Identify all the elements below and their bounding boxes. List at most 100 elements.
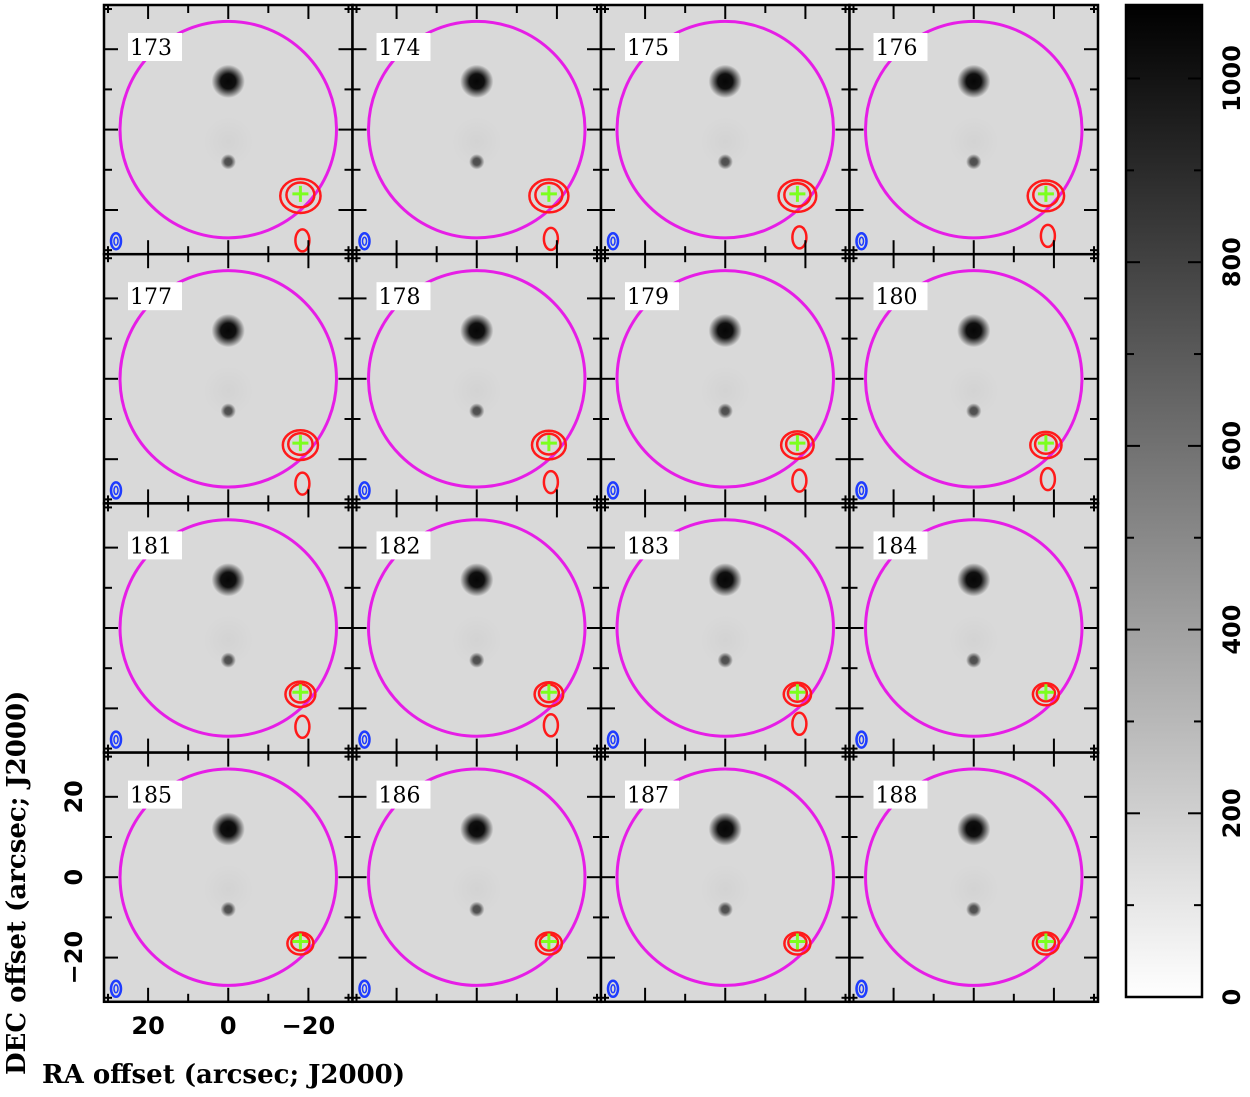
emission-contour: [533, 680, 565, 708]
emission-contour: [542, 713, 560, 738]
beam-ellipse: [113, 485, 119, 496]
background-source: [211, 313, 245, 348]
background-source: [460, 313, 494, 348]
panel-label-bg: [873, 282, 928, 311]
channel-panel: 178: [351, 252, 603, 505]
colorbar-frame: [1124, 3, 1204, 999]
primary-beam-circle: [118, 19, 338, 240]
background-source: [451, 365, 503, 417]
colorbar-tick-label: 400: [1218, 605, 1246, 655]
emission-contour: [783, 931, 812, 956]
beam-ellipse: [610, 734, 616, 745]
background-source: [460, 563, 494, 597]
beam-ellipse: [358, 730, 371, 749]
panel-label: 174: [379, 36, 421, 61]
y-axis-title: DEC offset (arcsec; J2000): [2, 690, 32, 1075]
primary-beam-circle: [864, 269, 1084, 489]
panel-ticks: [849, 254, 1098, 504]
panel-label: 183: [627, 534, 669, 559]
panel-label-bg: [376, 780, 431, 809]
emission-contour: [530, 429, 568, 461]
background-source: [948, 365, 1000, 417]
x-tick-label: 0: [220, 1012, 237, 1040]
beam-ellipse: [610, 236, 616, 246]
beam-ellipse: [358, 979, 371, 999]
channel-panel: 187: [599, 751, 851, 1004]
emission-contour: [1032, 182, 1060, 208]
background-source: [211, 64, 245, 99]
background-source: [957, 313, 991, 348]
primary-beam-circle: [864, 518, 1084, 738]
panel-ticks: [352, 5, 601, 255]
panel-label: 176: [876, 36, 918, 61]
emission-contour: [779, 430, 815, 461]
source-marker: [789, 933, 806, 950]
panel-label: 179: [627, 285, 669, 310]
panel-label: 180: [876, 285, 918, 310]
background-source: [708, 812, 742, 846]
beam-ellipse: [606, 730, 620, 749]
background-source: [451, 116, 503, 168]
emission-contour: [294, 714, 311, 740]
source-marker: [540, 933, 557, 950]
channel-panel: 183: [599, 502, 851, 754]
primary-beam-circle: [864, 767, 1084, 987]
source-marker: [1037, 185, 1054, 202]
source-marker: [1037, 933, 1054, 950]
panel-label-bg: [376, 282, 431, 311]
beam-ellipse: [858, 734, 865, 745]
panel-label-bg: [625, 33, 679, 61]
background-source: [202, 614, 254, 666]
panel-ticks: [352, 254, 601, 504]
emission-contour: [284, 680, 317, 709]
channel-panel: 184: [848, 502, 1100, 754]
background-source: [957, 64, 991, 99]
background-source: [211, 812, 245, 846]
beam-ellipse: [361, 236, 368, 246]
source-marker: [540, 435, 557, 452]
panel-label: 185: [130, 784, 172, 809]
panel-label-bg: [873, 33, 928, 61]
background-source: [451, 863, 503, 915]
emission-contour: [791, 711, 808, 737]
beam-ellipse: [855, 979, 868, 999]
primary-beam-circle: [118, 269, 338, 489]
panel-ticks: [104, 752, 353, 1002]
panel-label-bg: [128, 282, 182, 311]
channel-panel: 180: [848, 252, 1100, 505]
emission-contour: [542, 226, 560, 252]
background-source: [708, 64, 742, 99]
emission-contour: [286, 931, 315, 956]
background-source: [451, 614, 503, 666]
emission-contour: [534, 181, 564, 209]
colorbar-gradient: [1126, 5, 1202, 997]
channel-panel: 186: [351, 751, 603, 1004]
panel-label-bg: [128, 780, 182, 809]
beam-ellipse: [113, 236, 119, 246]
emission-contour: [784, 432, 810, 456]
channel-panel: 173: [102, 3, 354, 256]
panel-label-bg: [128, 531, 182, 560]
background-source: [948, 614, 1000, 666]
beam-ellipse: [858, 485, 865, 496]
channel-panel: 181: [102, 502, 354, 754]
panel-label-bg: [376, 531, 431, 560]
primary-beam-circle: [367, 269, 587, 489]
background-source: [699, 863, 751, 915]
emission-contour: [286, 432, 314, 457]
panel-ticks: [849, 503, 1098, 753]
channel-panels: 173 174 175 176 177 178 179 180 181 182 183 184 185 1…: [102, 3, 1100, 1004]
channel-panel: 182: [351, 502, 603, 754]
colorbar-tick-label: 200: [1218, 788, 1246, 838]
beam-ellipse: [361, 485, 368, 496]
colorbar-tick-label: 1000: [1218, 45, 1246, 112]
primary-beam-circle: [864, 19, 1084, 240]
beam-ellipse: [361, 984, 368, 994]
beam-ellipse: [855, 730, 868, 749]
panel-label: 178: [379, 285, 421, 310]
background-source: [957, 563, 991, 597]
primary-beam-circle: [118, 518, 338, 738]
primary-beam-circle: [367, 518, 587, 738]
panel-ticks: [601, 254, 850, 504]
panel-label: 181: [130, 534, 172, 559]
